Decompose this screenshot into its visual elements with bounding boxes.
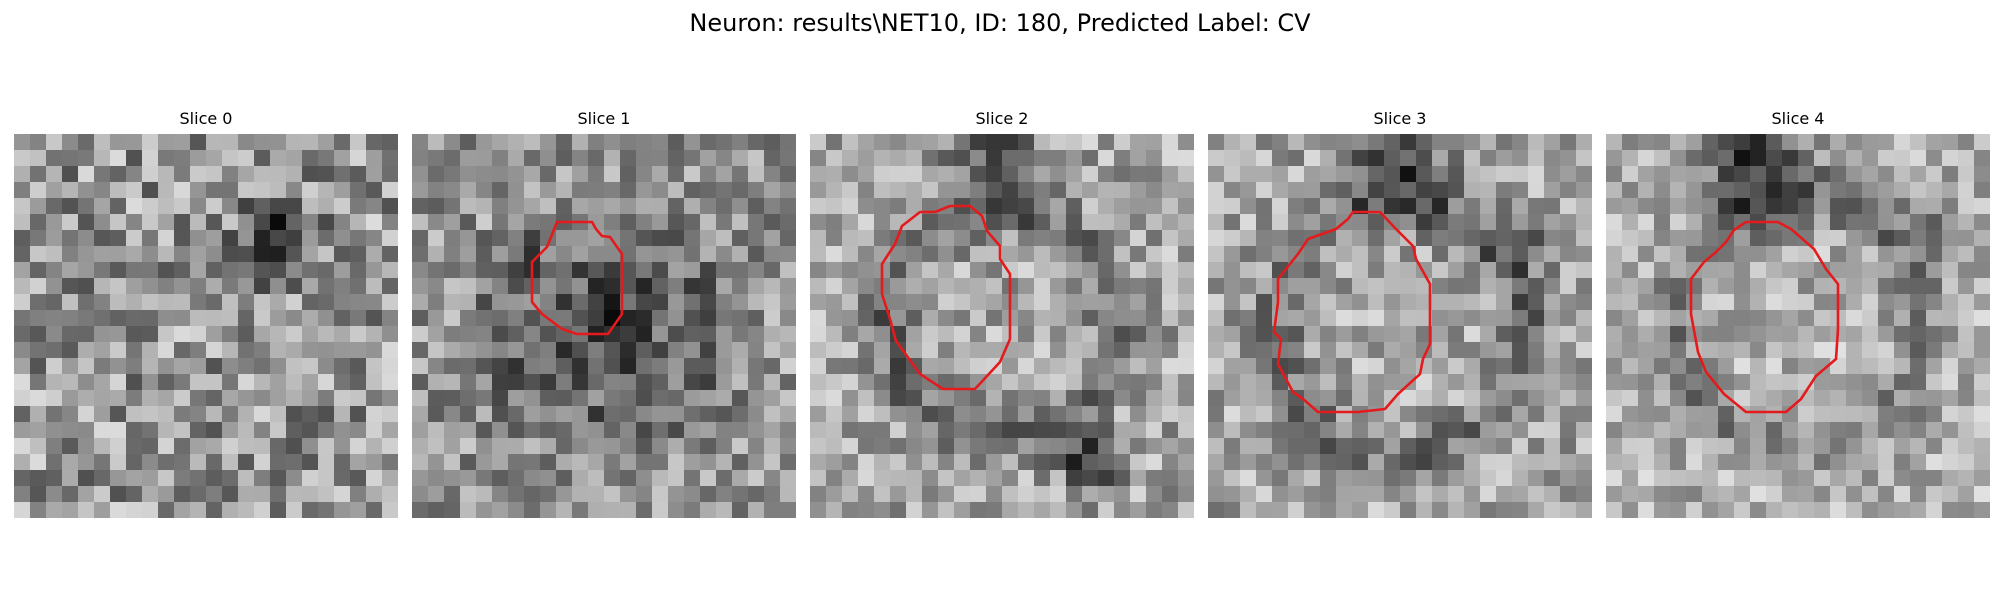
slice-image: [1208, 134, 1592, 518]
slice-title: Slice 0: [179, 109, 233, 128]
pixel-grid: [1208, 134, 1592, 518]
slice-image: [1606, 134, 1990, 518]
roi-contour: [1689, 220, 1840, 414]
slice-panel-2: Slice 2: [810, 108, 1194, 520]
slice-image: [412, 134, 796, 518]
pixel-grid: [14, 134, 398, 518]
roi-contour: [530, 220, 624, 336]
slice-panel-0: Slice 0: [14, 108, 398, 520]
slice-image: [810, 134, 1194, 518]
pixel-grid: [1606, 134, 1990, 518]
slice-panel-3: Slice 3: [1208, 108, 1592, 520]
slice-title: Slice 3: [1373, 109, 1427, 128]
pixel-grid: [810, 134, 1194, 518]
slice-title: Slice 4: [1771, 109, 1825, 128]
slice-image: [14, 134, 398, 518]
pixel-grid: [412, 134, 796, 518]
figure-title: Neuron: results\NET10, ID: 180, Predicte…: [689, 9, 1311, 37]
slice-panel-4: Slice 4: [1606, 108, 1990, 520]
roi-contour: [1272, 210, 1432, 414]
slice-title: Slice 1: [577, 109, 631, 128]
slice-panel-1: Slice 1: [412, 108, 796, 520]
roi-contour: [880, 204, 1012, 391]
slice-title: Slice 2: [975, 109, 1029, 128]
